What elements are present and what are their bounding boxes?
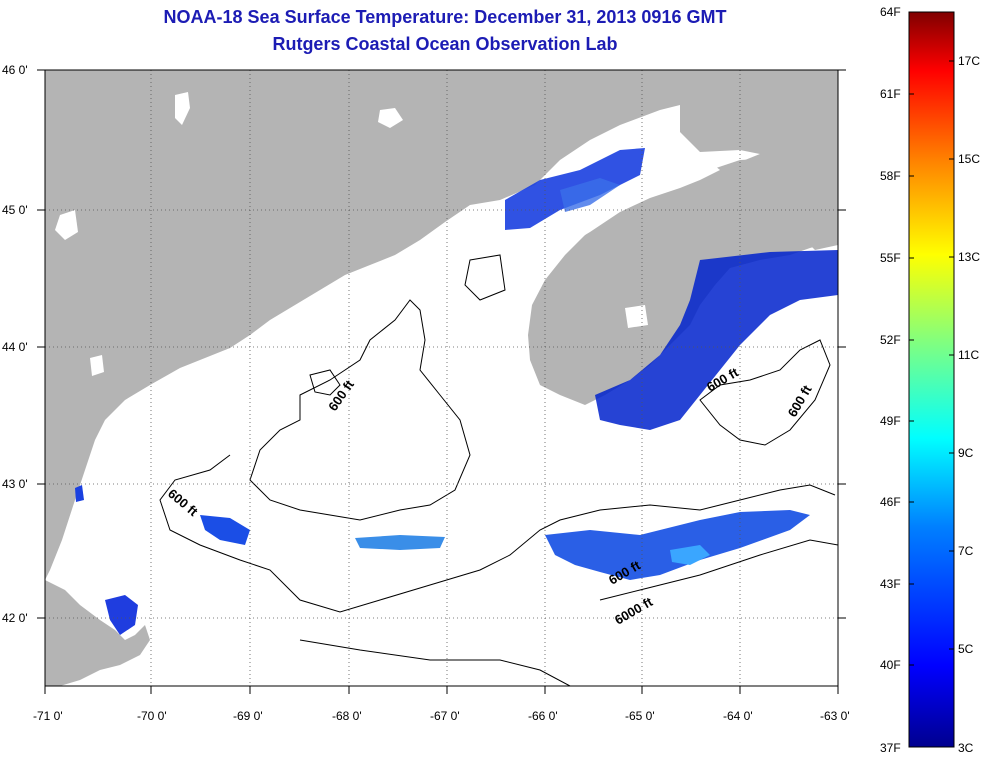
lon-label-70: -70 0' [137, 709, 167, 723]
land-ne-corner [740, 70, 838, 250]
lon-label-71: -71 0' [33, 709, 63, 723]
cbar-f-64: 64F [880, 5, 901, 19]
lat-label-44: 44 0' [2, 340, 28, 354]
cbar-c-5: 5C [958, 642, 974, 656]
lon-label-66: -66 0' [528, 709, 558, 723]
map-frame [44, 69, 839, 687]
graticule [45, 70, 838, 686]
axis-ticks [37, 69, 846, 694]
lon-label-67: -67 0' [430, 709, 460, 723]
lon-label-63: -63 0' [820, 709, 850, 723]
cbar-c-3: 3C [958, 741, 974, 755]
lon-label-68: -68 0' [332, 709, 362, 723]
cbar-c-7: 7C [958, 544, 974, 558]
cbar-f-52: 52F [880, 333, 901, 347]
cbar-c-13: 13C [958, 250, 980, 264]
lon-label-64: -64 0' [723, 709, 753, 723]
depth-contours [159, 254, 838, 686]
cbar-f-43: 43F [880, 577, 901, 591]
lat-label-45: 45 0' [2, 203, 28, 217]
map-title: NOAA-18 Sea Surface Temperature: Decembe… [163, 7, 727, 27]
colorbar-ticks [909, 60, 954, 666]
lat-label-46: 46 0' [2, 63, 28, 77]
lon-label-69: -69 0' [233, 709, 263, 723]
map-subtitle: Rutgers Coastal Ocean Observation Lab [272, 34, 618, 54]
colorbar [908, 11, 955, 748]
cbar-f-37: 37F [880, 741, 901, 755]
lat-label-43: 43 0' [2, 477, 28, 491]
land-cape-cod [45, 580, 150, 686]
lat-label-42: 42 0' [2, 611, 28, 625]
cbar-c-15: 15C [958, 152, 980, 166]
cbar-f-55: 55F [880, 251, 901, 265]
sst-patches [75, 148, 838, 635]
bay-of-fundy [460, 148, 720, 320]
cbar-c-11: 11C [958, 348, 979, 362]
map-area[interactable]: 600 ft 600 ft 600 ft 600 ft 600 ft 6000 … [45, 70, 838, 686]
lon-label-65: -65 0' [625, 709, 655, 723]
cbar-c-9: 9C [958, 446, 974, 460]
cbar-f-58: 58F [880, 169, 901, 183]
land-mainland [45, 70, 838, 580]
cbar-c-17: 17C [958, 54, 980, 68]
cbar-f-40: 40F [880, 658, 901, 672]
cbar-f-46: 46F [880, 495, 901, 509]
cbar-f-49: 49F [880, 414, 901, 428]
cbar-f-61: 61F [880, 87, 901, 101]
